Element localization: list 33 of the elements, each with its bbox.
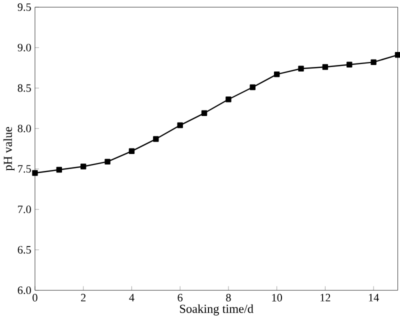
y-tick-label: 7.0 — [18, 206, 31, 214]
y-tick-label: 8.5 — [18, 84, 31, 92]
x-tick-label: 14 — [368, 294, 380, 302]
point — [298, 66, 304, 72]
x-tick-label: 6 — [178, 294, 183, 302]
point — [370, 59, 376, 66]
y-tick-label: 6.0 — [18, 286, 31, 294]
point — [80, 164, 86, 170]
x-tick-label: 12 — [320, 294, 330, 302]
x-tick-label: 4 — [129, 294, 134, 302]
point — [322, 64, 328, 70]
point — [128, 148, 135, 154]
point — [346, 62, 352, 68]
point — [201, 110, 208, 116]
y-tick-label: 7.5 — [18, 165, 31, 173]
y-tick-label: 9.5 — [18, 3, 31, 12]
point — [274, 72, 280, 78]
y-axis-title: pH value — [3, 127, 14, 171]
point — [226, 96, 232, 102]
y-tick-label: 9.0 — [18, 44, 31, 52]
x-tick-label: 0 — [32, 294, 38, 302]
x-tick-label: 8 — [226, 294, 231, 302]
point — [104, 158, 110, 165]
point — [250, 84, 256, 90]
point — [153, 136, 159, 142]
point — [56, 166, 62, 173]
point — [32, 170, 38, 176]
x-axis-title: Soaking time/d — [180, 304, 254, 316]
x-tick-label: 2 — [81, 294, 86, 302]
y-tick-label: 8.0 — [18, 124, 31, 132]
x-tick-label: 10 — [272, 294, 282, 302]
point — [177, 122, 183, 128]
y-tick-label: 6.5 — [18, 246, 31, 254]
